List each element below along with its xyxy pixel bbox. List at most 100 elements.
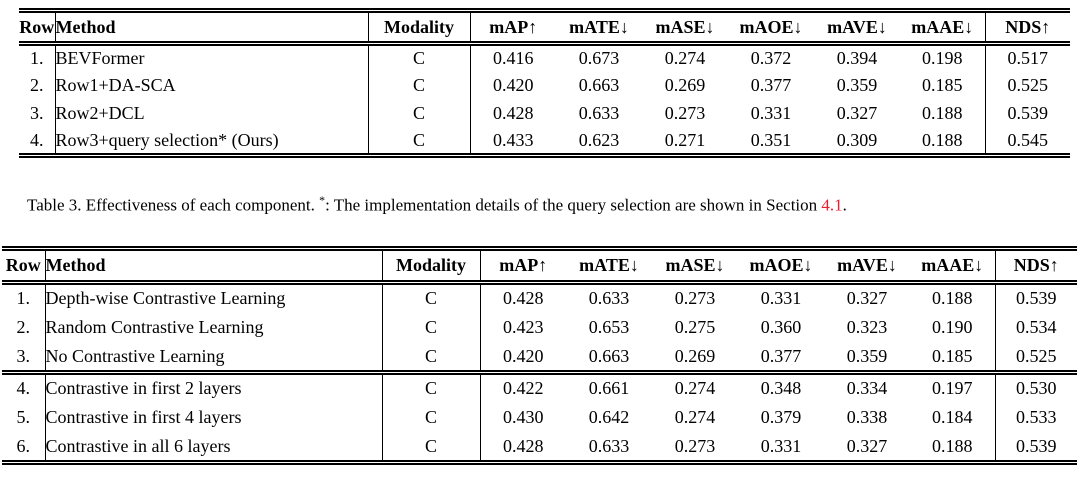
col-header-row: Row (19, 8, 56, 46)
cell-maoe: 0.351 (728, 127, 814, 158)
col-header-method: Method (45, 246, 383, 285)
col-header-method: Method (55, 8, 369, 46)
cell-maoe: 0.377 (750, 75, 792, 95)
col-header-map: mAP↑ (470, 8, 556, 46)
cell-mase: 0.273 (664, 103, 706, 123)
col-header-nds: NDS↑ (985, 8, 1070, 46)
cell-mave: 0.323 (846, 317, 888, 337)
cell-mave: 0.359 (846, 345, 888, 366)
cell-nds: 0.517 (1007, 48, 1049, 69)
table-row: 4. Row3+query selection* (Ours) C 0.433 … (19, 127, 1070, 158)
cell-mate: 0.653 (588, 317, 630, 337)
cell-mave: 0.338 (846, 407, 888, 427)
cell-row-number: 6. (2, 432, 46, 465)
cell-method: Row2+DCL (55, 99, 369, 128)
table-row: 2. Row1+DA-SCA C 0.420 0.663 0.269 0.377… (19, 71, 1070, 100)
table1-header-row: Row Method Modality mAP↑ mATE↓ mASE↓ mAO… (19, 8, 1070, 46)
table-row: 1. Depth-wise Contrastive Learning C 0.4… (2, 282, 1077, 313)
cell-nds: 0.530 (995, 370, 1077, 403)
cell-maoe: 0.331 (750, 103, 792, 123)
cell-maoe: 0.360 (760, 317, 802, 337)
cell-modality: C (368, 43, 471, 72)
cell-map: 0.428 (480, 432, 566, 465)
cell-row-number: 3. (19, 99, 56, 128)
cell-map: 0.428 (493, 103, 534, 123)
cell-mate: 0.663 (578, 75, 620, 95)
cell-row-number: 1. (19, 43, 56, 72)
cell-maae: 0.198 (900, 43, 986, 72)
cell-maae: 0.188 (900, 127, 986, 158)
cell-method: Depth-wise Contrastive Learning (45, 282, 383, 313)
cell-mate: 0.633 (588, 288, 630, 309)
caption-text: Table 3. Effectiveness of each component… (27, 195, 320, 215)
cell-nds: 0.539 (995, 432, 1077, 465)
cell-maae: 0.184 (910, 402, 996, 433)
cell-maae: 0.185 (900, 71, 986, 100)
cell-mase: 0.273 (652, 432, 738, 465)
cell-map: 0.420 (503, 345, 544, 366)
table-row: 2. Random Contrastive Learning C 0.423 0… (2, 312, 1077, 343)
table-contrastive-ablation: Row Method Modality mAP↑ mATE↓ mASE↓ mAO… (2, 246, 1077, 465)
cell-modality: C (382, 432, 481, 465)
cell-mate: 0.663 (588, 345, 630, 366)
cell-map: 0.422 (480, 370, 566, 403)
cell-maoe: 0.379 (760, 407, 802, 427)
cell-mate: 0.661 (566, 370, 652, 403)
col-header-maoe: mAOE↓ (728, 8, 814, 46)
cell-nds: 0.539 (1016, 288, 1057, 309)
cell-row-number: 3. (2, 342, 46, 373)
caption-text: . (842, 195, 847, 215)
cell-mate: 0.642 (588, 407, 630, 427)
cell-mase: 0.274 (664, 48, 706, 69)
cell-map: 0.433 (470, 127, 556, 158)
cell-nds: 0.534 (1016, 317, 1057, 337)
table-row: 3. No Contrastive Learning C 0.420 0.663… (2, 342, 1077, 373)
cell-mave: 0.327 (824, 432, 910, 465)
cell-nds: 0.525 (1016, 345, 1057, 366)
col-header-mate: mATE↓ (556, 8, 642, 46)
cell-method: BEVFormer (55, 43, 369, 72)
cell-method: Random Contrastive Learning (45, 312, 383, 343)
cell-mase: 0.274 (652, 370, 738, 403)
cell-nds: 0.533 (1016, 407, 1057, 427)
cell-nds: 0.539 (1007, 103, 1049, 123)
col-header-modality: Modality (368, 8, 471, 46)
cell-maae: 0.185 (910, 342, 996, 373)
cell-mase: 0.274 (674, 407, 716, 427)
cell-row-number: 2. (19, 71, 56, 100)
cell-mase: 0.273 (674, 288, 716, 309)
contrastive-layers-group: 4. Contrastive in first 2 layers C 0.422… (2, 370, 1077, 465)
table-row: 5. Contrastive in first 4 layers C 0.430… (2, 402, 1077, 433)
cell-mave: 0.394 (836, 48, 878, 69)
cell-row-number: 2. (2, 312, 46, 343)
cell-modality: C (382, 312, 481, 343)
cell-mate: 0.673 (578, 48, 620, 69)
table-caption: Table 3. Effectiveness of each component… (27, 188, 1057, 218)
cell-method: Contrastive in all 6 layers (45, 432, 383, 465)
cell-maoe: 0.372 (750, 48, 792, 69)
cell-modality: C (368, 99, 471, 128)
col-header-mave: mAVE↓ (824, 246, 910, 285)
cell-method: Row3+query selection* (Ours) (55, 127, 369, 158)
table-row: 3. Row2+DCL C 0.428 0.633 0.273 0.331 0.… (19, 99, 1070, 128)
cell-mave: 0.327 (846, 288, 888, 309)
cell-method: No Contrastive Learning (45, 342, 383, 373)
cell-mase: 0.269 (664, 75, 706, 95)
caption-text: : The implementation details of the quer… (325, 195, 822, 215)
col-header-mate: mATE↓ (566, 246, 652, 285)
col-header-nds: NDS↑ (995, 246, 1077, 285)
cell-maae: 0.188 (910, 282, 996, 313)
cell-method: Row1+DA-SCA (55, 71, 369, 100)
cell-maoe: 0.377 (760, 345, 802, 366)
col-header-maae: mAAE↓ (910, 246, 996, 285)
cell-row-number: 1. (2, 282, 46, 313)
cell-row-number: 5. (2, 402, 46, 433)
col-header-mave: mAVE↓ (814, 8, 900, 46)
cell-method: Contrastive in first 4 layers (45, 402, 383, 433)
cell-mate: 0.633 (578, 103, 620, 123)
cell-row-number: 4. (19, 127, 56, 158)
section-link[interactable]: 4.1 (821, 195, 843, 215)
cell-mave: 0.359 (836, 75, 878, 95)
col-header-maoe: mAOE↓ (738, 246, 824, 285)
cell-mate: 0.623 (556, 127, 642, 158)
